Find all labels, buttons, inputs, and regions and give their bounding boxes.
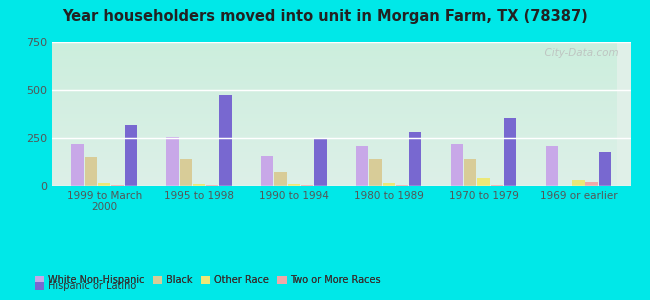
Bar [274, 172, 287, 186]
Bar [396, 185, 408, 186]
Bar [382, 183, 395, 186]
Bar [193, 184, 205, 186]
Bar [206, 185, 218, 186]
Bar [369, 159, 382, 186]
Bar [477, 178, 489, 186]
Bar [220, 95, 231, 186]
Text: City-Data.com: City-Data.com [538, 48, 619, 58]
Bar [356, 146, 369, 186]
Bar [409, 132, 421, 186]
Bar [451, 144, 463, 186]
Bar [261, 156, 274, 186]
Bar [179, 159, 192, 186]
Bar [84, 157, 97, 186]
Bar [111, 185, 124, 186]
Bar [586, 182, 598, 186]
Bar [125, 124, 137, 186]
Bar [504, 118, 516, 186]
Bar [572, 180, 584, 186]
Bar [464, 159, 476, 186]
Bar [166, 137, 179, 186]
Text: Year householders moved into unit in Morgan Farm, TX (78387): Year householders moved into unit in Mor… [62, 9, 588, 24]
Bar [545, 146, 558, 186]
Bar [72, 144, 84, 186]
Bar [491, 185, 503, 186]
Bar [288, 184, 300, 186]
Bar [98, 183, 110, 186]
Bar [599, 152, 611, 186]
Legend: Hispanic or Latino: Hispanic or Latino [31, 278, 140, 295]
Bar [301, 185, 313, 186]
Bar [314, 139, 326, 186]
Legend: White Non-Hispanic, Black, Other Race, Two or More Races: White Non-Hispanic, Black, Other Race, T… [31, 272, 385, 289]
